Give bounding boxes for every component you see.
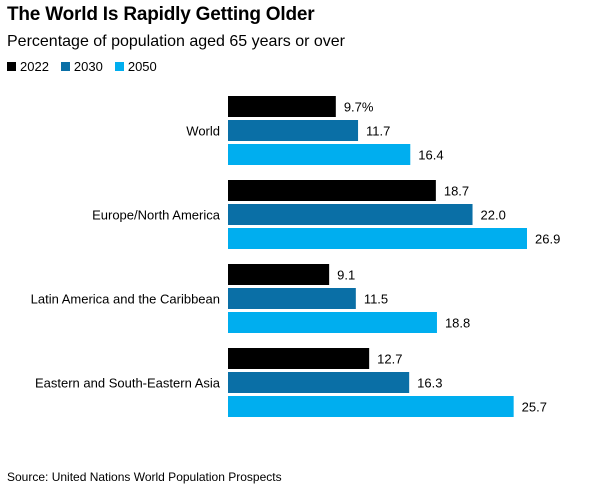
bar-europe-north-america-2030 [228,204,473,225]
bar-latin-america-and-the-caribbean-2030 [228,288,356,309]
bar-world-2030 [228,120,359,141]
value-label-world-2050: 16.4 [418,148,443,163]
legend-label-2022: 2022 [20,59,49,74]
category-label-eastern-and-south-eastern-asia: Eastern and South-Eastern Asia [35,376,221,391]
value-label-eastern-and-south-eastern-asia-2050: 25.7 [522,400,547,415]
source-note: Source: United Nations World Population … [7,470,282,484]
value-label-europe-north-america-2022: 18.7 [444,184,469,199]
bar-europe-north-america-2022 [228,180,436,201]
bar-eastern-and-south-eastern-asia-2050 [228,396,514,417]
value-label-latin-america-and-the-caribbean-2030: 11.5 [364,292,388,307]
category-label-europe-north-america: Europe/North America [92,208,221,223]
legend-item-2022: 2022 [7,59,49,74]
value-label-latin-america-and-the-caribbean-2050: 18.8 [445,316,470,331]
value-label-latin-america-and-the-caribbean-2022: 9.1 [337,268,355,283]
value-label-europe-north-america-2050: 26.9 [535,232,560,247]
legend-item-2050: 2050 [114,59,157,74]
value-label-world-2030: 11.7 [366,124,390,139]
legend: 2022 2030 2050 [7,59,157,74]
chart-title: The World Is Rapidly Getting Older [7,4,315,25]
legend-swatch-2030 [60,62,70,71]
legend-item-2030: 2030 [60,59,103,74]
value-label-eastern-and-south-eastern-asia-2022: 12.7 [377,352,402,367]
category-label-world: World [186,124,220,139]
legend-label-2030: 2030 [73,59,103,74]
bar-eastern-and-south-eastern-asia-2030 [228,372,410,393]
bar-latin-america-and-the-caribbean-2022 [228,264,330,285]
legend-swatch-2022 [7,62,16,71]
legend-label-2050: 2050 [127,59,157,74]
bar-europe-north-america-2050 [228,228,527,249]
value-label-europe-north-america-2030: 22.0 [481,208,506,223]
chart-subtitle: Percentage of population aged 65 years o… [7,33,346,50]
legend-swatch-2050 [114,62,124,71]
bar-world-2022 [228,96,336,117]
category-label-latin-america-and-the-caribbean: Latin America and the Caribbean [31,292,220,307]
value-label-eastern-and-south-eastern-asia-2030: 16.3 [417,376,442,391]
bar-latin-america-and-the-caribbean-2050 [228,312,437,333]
bar-eastern-and-south-eastern-asia-2022 [228,348,370,369]
value-label-world-2022: 9.7% [344,100,374,115]
bar-world-2050 [228,144,411,165]
